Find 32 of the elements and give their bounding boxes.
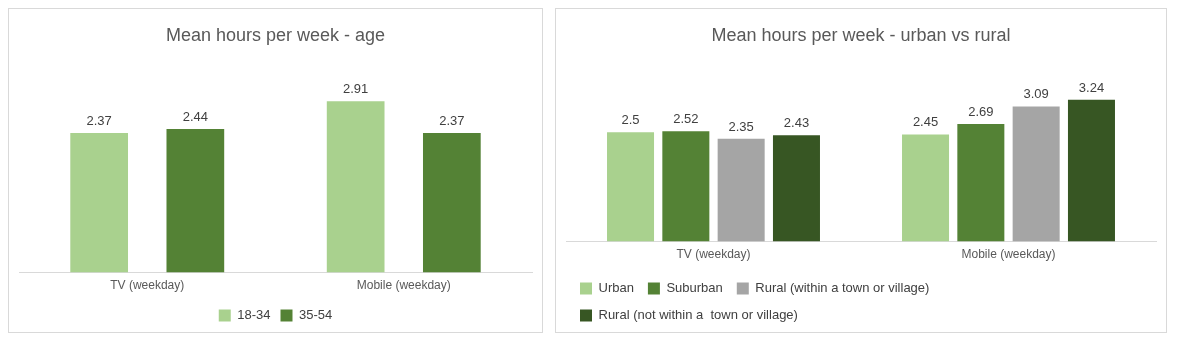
legend-label: Rural (not within a town or village): [598, 307, 798, 323]
x-tick-label: TV (weekday): [676, 247, 751, 262]
data-label: 2.37: [439, 113, 465, 129]
data-label: 2.69: [968, 103, 994, 119]
data-label: 2.5: [621, 112, 640, 128]
bar: [717, 138, 765, 242]
data-label: 2.91: [343, 81, 369, 97]
x-tick-label: TV (weekday): [110, 278, 185, 293]
bar: [607, 132, 655, 242]
chart-title: Mean hours per week - age: [165, 24, 386, 45]
data-label: 2.35: [728, 118, 754, 134]
bar: [772, 135, 820, 242]
bar: [1067, 99, 1115, 242]
bar: [662, 131, 710, 242]
data-label: 3.09: [1023, 86, 1049, 102]
bar: [1012, 106, 1060, 242]
chart-title: Mean hours per week - urban vs rural: [711, 24, 1011, 45]
data-label: 2.37: [86, 113, 112, 129]
x-tick-label: Mobile (weekday): [356, 278, 451, 293]
bar: [902, 134, 950, 242]
legend-label: 35-54: [299, 307, 333, 323]
data-label: 2.43: [783, 115, 810, 131]
legend-label: Rural (within a town or village): [755, 280, 930, 296]
data-label: 2.44: [182, 109, 208, 125]
legend-label: Urban: [598, 280, 634, 296]
bar: [957, 123, 1005, 242]
legend-label: Suburban: [666, 280, 723, 296]
data-label: 3.24: [1078, 79, 1105, 95]
x-tick-label: Mobile (weekday): [961, 247, 1056, 262]
data-label: 2.52: [673, 111, 699, 127]
legend-label: 18-34: [237, 307, 271, 323]
data-label: 2.45: [912, 114, 939, 130]
